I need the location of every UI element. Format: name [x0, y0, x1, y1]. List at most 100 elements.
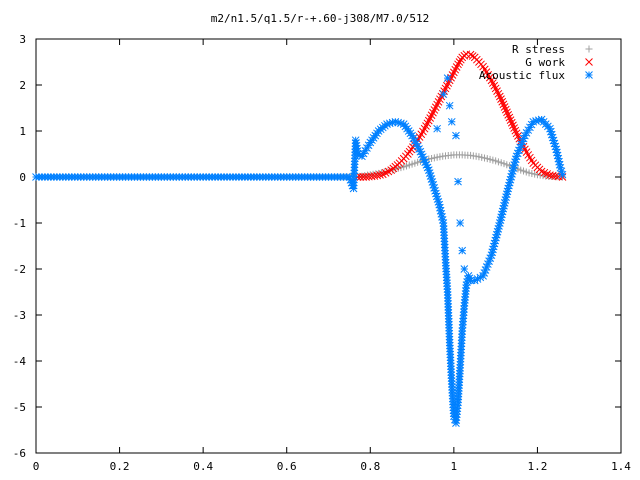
- data-point: [397, 119, 405, 128]
- data-point: [426, 172, 435, 180]
- data-point: [499, 204, 508, 213]
- data-point: [554, 154, 563, 163]
- data-point: [551, 172, 560, 180]
- data-point: [388, 118, 397, 127]
- axes: 0 0.2 0.4 0.6 0.8 1 1.2 1.4 -6 -5 -4 -3 -2 -1 0 1 2 3: [13, 33, 632, 473]
- data-point: [511, 155, 520, 164]
- data-point: [376, 170, 384, 179]
- data-point: [524, 126, 533, 134]
- data-point: [555, 157, 563, 166]
- data-point: [486, 254, 495, 263]
- data-point: [464, 272, 473, 280]
- data-point: [529, 117, 538, 126]
- data-point: [383, 120, 391, 128]
- y-tick-label: -1: [13, 217, 26, 230]
- data-point: [511, 126, 520, 135]
- series-acoustic-flux: [32, 74, 567, 427]
- data-point: [500, 103, 509, 111]
- data-point: [465, 274, 474, 283]
- x-tick-label: 0.2: [110, 460, 130, 473]
- y-tick-label: 0: [19, 171, 26, 184]
- data-point: [422, 160, 431, 169]
- data-point: [522, 128, 531, 137]
- data-point: [420, 155, 428, 164]
- data-point: [501, 105, 510, 114]
- data-point: [511, 158, 519, 167]
- data-point: [515, 146, 523, 155]
- data-point: [490, 239, 499, 248]
- data-point: [534, 116, 543, 125]
- data-point: [432, 189, 440, 198]
- data-point: [497, 213, 506, 222]
- data-point: [361, 146, 370, 155]
- data-point: [497, 95, 505, 103]
- data-point: [450, 412, 458, 421]
- data-point: [425, 169, 434, 177]
- data-point: [364, 141, 373, 150]
- data-point: [510, 161, 519, 169]
- data-point: [439, 90, 448, 99]
- data-point: [418, 153, 427, 161]
- data-point: [494, 225, 503, 233]
- data-point: [547, 127, 555, 136]
- y-tick-label: 1: [19, 125, 26, 138]
- data-point: [415, 145, 423, 153]
- data-point: [498, 210, 506, 219]
- data-point: [438, 216, 447, 224]
- data-point: [558, 170, 567, 179]
- data-point: [456, 219, 464, 227]
- marks: [32, 50, 567, 427]
- data-point: [505, 113, 514, 122]
- data-point: [435, 200, 444, 209]
- data-point: [421, 158, 430, 167]
- data-point: [504, 111, 513, 119]
- data-point: [408, 131, 416, 140]
- data-point: [510, 124, 519, 132]
- data-point: [496, 216, 505, 224]
- data-point: [495, 222, 503, 230]
- y-tick-label: -4: [13, 355, 27, 368]
- data-point: [429, 181, 438, 189]
- x-tick-label: 0.6: [277, 460, 297, 473]
- legend-label: R stress: [512, 43, 565, 56]
- data-point: [503, 108, 511, 117]
- data-point: [433, 124, 441, 133]
- data-point: [507, 118, 516, 127]
- data-point: [479, 272, 487, 280]
- data-point: [434, 197, 443, 206]
- data-point: [495, 92, 504, 101]
- data-point: [476, 273, 485, 282]
- data-point: [509, 121, 517, 130]
- data-point: [500, 201, 508, 210]
- legend-label: G work: [525, 56, 565, 69]
- data-point: [500, 199, 509, 207]
- data-point: [505, 178, 514, 187]
- data-point: [481, 266, 490, 274]
- data-point: [428, 178, 437, 186]
- data-point: [546, 124, 554, 133]
- data-point: [492, 233, 500, 242]
- data-point: [470, 276, 479, 285]
- data-point: [506, 175, 515, 184]
- data-point: [505, 181, 513, 190]
- data-point: [489, 245, 497, 254]
- x-tick-label: 1.2: [527, 460, 547, 473]
- legend-marker: [585, 58, 593, 66]
- data-point: [487, 251, 496, 260]
- data-point: [430, 183, 439, 192]
- data-point: [458, 246, 467, 255]
- data-point: [498, 207, 507, 216]
- data-point: [345, 173, 354, 181]
- data-point: [391, 117, 400, 126]
- data-point: [463, 278, 471, 286]
- data-point: [557, 167, 566, 176]
- data-point: [489, 242, 498, 251]
- data-point: [499, 100, 508, 109]
- legend-marker: [585, 71, 593, 79]
- data-point: [492, 230, 501, 239]
- data-point: [502, 193, 510, 201]
- data-point: [527, 120, 536, 129]
- data-point: [437, 209, 446, 218]
- data-point: [463, 275, 472, 283]
